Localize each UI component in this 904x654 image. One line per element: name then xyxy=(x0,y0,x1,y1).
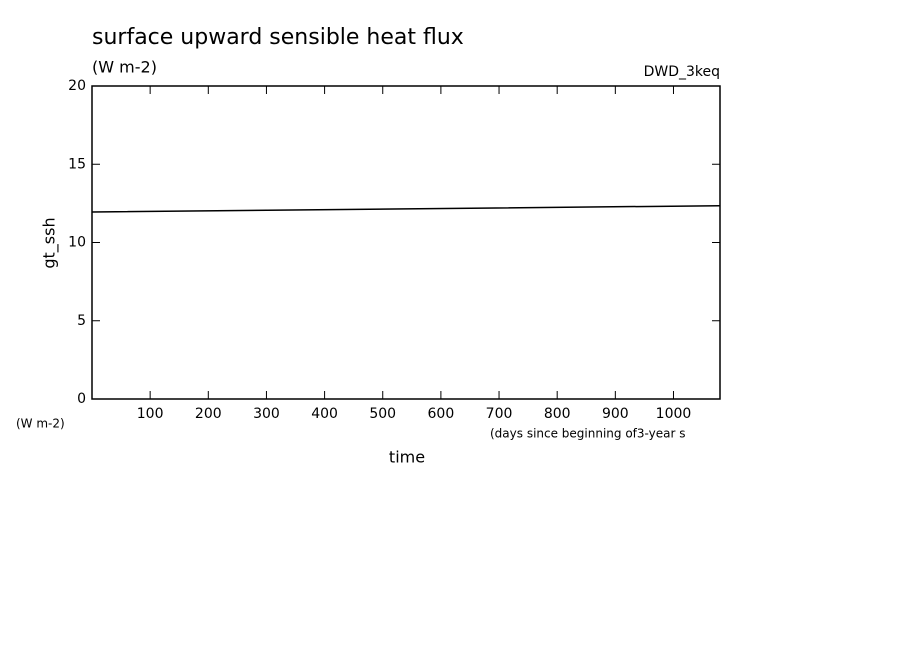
chart-title: surface upward sensible heat flux xyxy=(92,25,464,50)
x-tick-label: 200 xyxy=(195,406,222,422)
x-tick-label: 800 xyxy=(544,406,571,422)
y-tick-label: 5 xyxy=(77,313,86,329)
x-tick-label: 400 xyxy=(311,406,338,422)
y-tick-label: 15 xyxy=(68,156,86,172)
x-axis-label: time xyxy=(389,448,425,467)
x-tick-label: 500 xyxy=(369,406,396,422)
x-tick-label: 100 xyxy=(137,406,164,422)
x-tick-label: 600 xyxy=(428,406,455,422)
x-tick-label: 900 xyxy=(602,406,629,422)
source-label: DWD_3keq xyxy=(644,64,720,80)
x-tick-label: 300 xyxy=(253,406,280,422)
x-tick-label: 700 xyxy=(486,406,513,422)
data-line xyxy=(91,204,721,213)
y-axis-label: gt_ssh xyxy=(40,217,60,268)
y-unit-label: (W m-2) xyxy=(16,417,65,431)
y-tick-label: 0 xyxy=(77,391,86,407)
chart-subtitle: (W m-2) xyxy=(92,58,157,77)
y-tick-label: 10 xyxy=(68,235,86,251)
y-tick-label: 20 xyxy=(68,78,86,94)
x-tick-label: 1000 xyxy=(656,406,692,422)
plot-frame xyxy=(91,85,721,400)
x-unit-label: (days since beginning of3-year s xyxy=(490,427,686,441)
